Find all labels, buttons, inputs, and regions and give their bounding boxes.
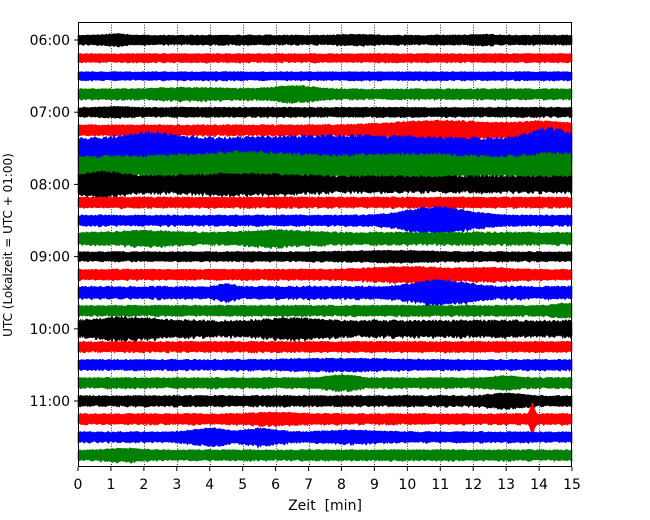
y-tick-label-5: 11:00 <box>30 394 70 410</box>
trace-06:15 <box>77 53 573 64</box>
x-tick-label-2: 2 <box>139 477 148 493</box>
x-tick-label-0: 0 <box>74 477 83 493</box>
y-tick-label-4: 10:00 <box>30 322 70 338</box>
trace-09:15 <box>77 265 573 285</box>
x-axis-label: Zeit [min] <box>288 498 362 514</box>
x-tick-label-3: 3 <box>172 477 181 493</box>
x-tick-label-6: 6 <box>271 477 280 493</box>
trace-10:30 <box>77 357 573 373</box>
trace-10:15 <box>77 340 573 354</box>
x-tick-label-5: 5 <box>238 477 247 493</box>
trace-11:00 <box>77 392 573 411</box>
trace-09:00 <box>77 249 573 264</box>
x-axis-ticks: 0 1 2 3 4 5 6 7 8 9 10 11 12 13 14 15 <box>74 467 581 493</box>
trace-09:30 <box>77 278 573 309</box>
x-tick-label-9: 9 <box>370 477 379 493</box>
trace-10:00 <box>77 315 573 344</box>
trace-10:45 <box>77 373 573 393</box>
trace-09:45 <box>77 302 573 319</box>
trace-11:30 <box>77 427 573 450</box>
seismic-traces <box>77 33 573 464</box>
trace-07:00 <box>77 105 573 120</box>
x-tick-label-11: 11 <box>431 477 449 493</box>
x-tick-label-4: 4 <box>205 477 214 493</box>
x-tick-label-12: 12 <box>464 477 482 493</box>
trace-06:45 <box>77 84 573 105</box>
x-tick-label-8: 8 <box>337 477 346 493</box>
y-tick-label-1: 07:00 <box>30 105 70 121</box>
trace-08:15 <box>77 196 573 210</box>
x-tick-label-15: 15 <box>563 477 581 493</box>
trace-06:30 <box>77 71 573 82</box>
x-tick-label-10: 10 <box>398 477 416 493</box>
y-axis-ticks: 06:00 07:00 08:00 09:00 10:00 11:00 <box>30 33 78 410</box>
x-tick-label-14: 14 <box>530 477 548 493</box>
y-tick-label-3: 09:00 <box>30 250 70 266</box>
trace-06:00 <box>77 33 573 48</box>
trace-08:45 <box>77 228 573 250</box>
y-tick-label-0: 06:00 <box>30 33 70 49</box>
plot-frame <box>78 22 572 467</box>
y-axis-label: UTC (Lokalzeit = UTC + 01:00) <box>1 153 15 337</box>
x-tick-label-13: 13 <box>497 477 515 493</box>
x-tick-label-7: 7 <box>304 477 313 493</box>
trace-11:45 <box>77 447 573 464</box>
x-tick-label-1: 1 <box>106 477 115 493</box>
y-tick-label-2: 08:00 <box>30 177 70 193</box>
